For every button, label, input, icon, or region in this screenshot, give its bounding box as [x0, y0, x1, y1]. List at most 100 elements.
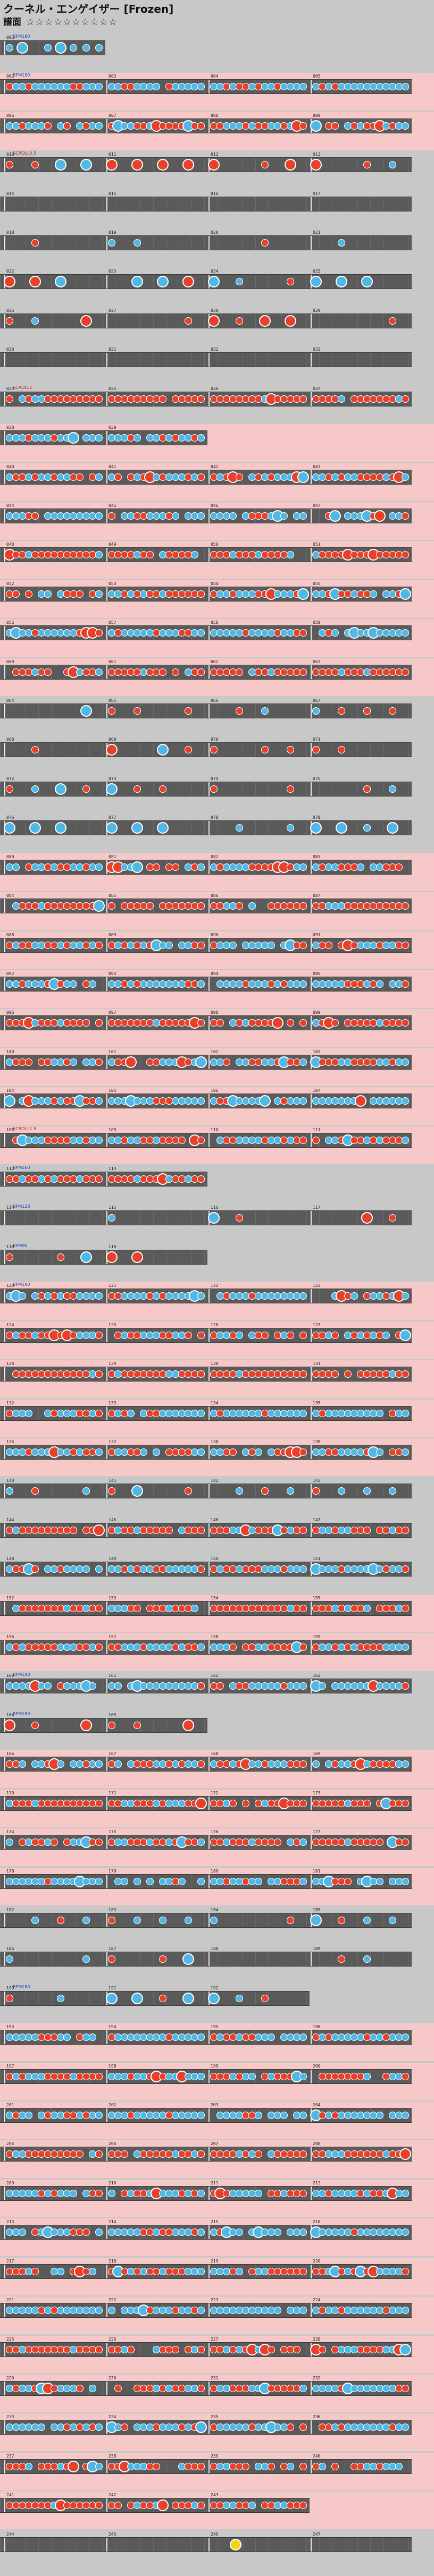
bar-number: 206	[108, 2141, 116, 2146]
ka-note	[127, 1410, 135, 1417]
tempo-event: BPM90	[13, 1243, 28, 1248]
chart-row: 140 141 142 143	[0, 1477, 434, 1515]
bar-line	[106, 1055, 107, 1069]
bar-number: 209	[6, 2181, 14, 2185]
ka-note	[312, 1760, 320, 1768]
bar-line	[4, 470, 5, 484]
lane-grid	[0, 236, 412, 250]
bar-line	[311, 236, 312, 250]
bar-line	[106, 236, 107, 250]
bar-line	[208, 1679, 210, 1693]
ka-note	[287, 824, 294, 832]
bar-line	[4, 1835, 5, 1849]
bar-line	[106, 1640, 107, 1654]
big-ka-note	[310, 822, 322, 834]
ka-note	[402, 2190, 409, 2197]
bar-number: 040	[6, 464, 14, 469]
bar-line	[208, 1484, 210, 1498]
big-ka-note	[361, 276, 373, 287]
big-ka-note	[55, 822, 66, 834]
bar-line	[208, 2265, 210, 2278]
bar-number: 247	[313, 2532, 321, 2537]
ka-note	[236, 1995, 243, 2002]
bar-number: 225	[6, 2337, 14, 2342]
bar-number: 163	[313, 1673, 321, 1678]
chart-row: BPM180 160 161 162 163	[0, 1672, 434, 1710]
bar-number: 196	[313, 2024, 321, 2029]
bar-number: 181	[313, 1869, 321, 1874]
bar-number: 115	[108, 1205, 116, 1210]
lane-grid	[0, 1952, 412, 1966]
bar-number: 086	[211, 893, 219, 898]
ka-note	[363, 1605, 371, 1612]
bar-number: 103	[313, 1049, 321, 1054]
bar-number: 153	[108, 1596, 116, 1600]
ka-note	[287, 2463, 294, 2470]
bar-number: 142	[211, 1478, 219, 1483]
ka-note	[402, 2228, 409, 2236]
note-lane	[0, 2498, 310, 2513]
bar-line	[106, 1562, 107, 1576]
bar-line	[208, 860, 210, 874]
note-lane	[0, 1757, 412, 1772]
don-note	[299, 395, 307, 403]
bar-number: 107	[313, 1088, 321, 1093]
big-ka-note	[336, 276, 347, 287]
tempo-event: BPM180	[13, 1672, 30, 1677]
bar-line	[311, 1406, 312, 1420]
don-note	[402, 512, 409, 520]
bar-number: 060	[6, 659, 14, 664]
ka-note	[31, 785, 39, 793]
big-don-note	[68, 2461, 79, 2472]
don-note	[114, 473, 122, 481]
don-note	[268, 2463, 275, 2470]
ka-note	[402, 1097, 409, 1105]
bar-number: 014	[6, 191, 14, 196]
ka-note	[25, 1410, 32, 1417]
bar-line	[4, 1913, 5, 1927]
big-ka-note	[310, 1914, 322, 1926]
chart-row: 068 069 070 071	[0, 736, 434, 774]
bar-number: 061	[108, 659, 116, 664]
ka-note	[44, 1682, 52, 1690]
bar-number: 069	[108, 737, 116, 742]
note-lane	[0, 2420, 412, 2435]
big-ka-note	[336, 822, 347, 834]
bar-line	[4, 860, 5, 874]
ka-note	[197, 1292, 205, 1300]
bar-number: 156	[6, 1634, 14, 1639]
bar-line	[208, 1952, 210, 1966]
don-note	[185, 1332, 192, 1339]
chart-row: 148 149 150 151	[0, 1555, 434, 1593]
bar-number: 080	[6, 854, 14, 859]
don-note	[172, 863, 179, 871]
bar-number: 214	[108, 2219, 116, 2224]
big-ka-note	[329, 510, 341, 522]
bar-number: 218	[108, 2259, 116, 2264]
bar-number: 019	[108, 230, 116, 235]
don-note	[6, 395, 13, 403]
bar-line	[4, 2147, 5, 2161]
note-lane	[0, 587, 412, 601]
big-ka-note	[106, 1993, 118, 2004]
bar-line	[106, 1094, 107, 1108]
ka-note	[197, 434, 205, 442]
bar-line	[208, 1094, 210, 1108]
ka-note	[229, 942, 237, 949]
ka-note	[82, 1487, 90, 1495]
don-note	[31, 161, 39, 168]
lane-grid	[0, 1211, 412, 1225]
bar-line	[106, 1289, 107, 1303]
ka-note	[312, 707, 320, 715]
bar-line	[106, 1601, 107, 1615]
don-note	[236, 473, 243, 481]
bar-line	[208, 2498, 210, 2512]
ka-note	[133, 1878, 141, 1885]
bar-line	[4, 2187, 5, 2200]
note-lane	[0, 2108, 412, 2123]
big-ka-note	[195, 2421, 207, 2433]
don-note	[185, 317, 192, 325]
bar-number: 177	[313, 1829, 321, 1834]
don-note	[121, 2150, 128, 2158]
bar-number: 037	[313, 386, 321, 391]
